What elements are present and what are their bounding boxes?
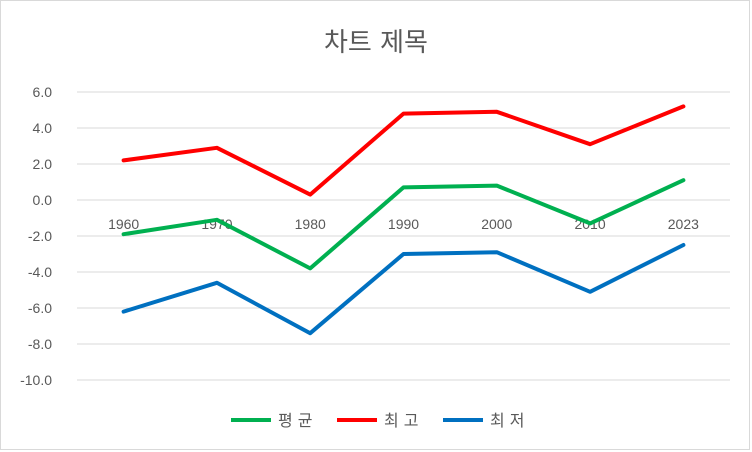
- x-tick-label: 1990: [388, 216, 419, 232]
- y-tick-label: 2.0: [33, 156, 53, 172]
- legend-label-1: 최 고: [384, 411, 419, 430]
- x-axis-ticks: 1960 1970 1980 1990 2000 2010 2023: [108, 216, 699, 232]
- y-tick-label: -6.0: [28, 300, 52, 316]
- gridlines: [77, 91, 730, 381]
- y-tick-label: -10.0: [20, 372, 52, 388]
- legend-label-2: 최 저: [490, 411, 525, 430]
- x-tick-label: 2023: [668, 216, 699, 232]
- chart-title: 차트 제목: [324, 28, 428, 58]
- series-lines: [121, 104, 686, 336]
- y-tick-label: -8.0: [28, 336, 52, 352]
- y-axis-ticks: 6.0 4.0 2.0 0.0 -2.0 -4.0 -6.0 -8.0 -10.0: [20, 84, 52, 388]
- series-line-2: [121, 243, 686, 336]
- y-tick-label: -4.0: [28, 264, 52, 280]
- y-tick-label: 4.0: [33, 120, 53, 136]
- legend-label-0: 평 균: [278, 411, 313, 430]
- y-tick-label: 0.0: [33, 192, 53, 208]
- x-tick-label: 1980: [295, 216, 326, 232]
- y-tick-label: 6.0: [33, 84, 53, 100]
- x-tick-label: 2000: [481, 216, 512, 232]
- series-line-0: [121, 178, 686, 271]
- x-tick-label: 1960: [108, 216, 139, 232]
- y-tick-label: -2.0: [28, 228, 52, 244]
- series-line-1: [121, 104, 686, 197]
